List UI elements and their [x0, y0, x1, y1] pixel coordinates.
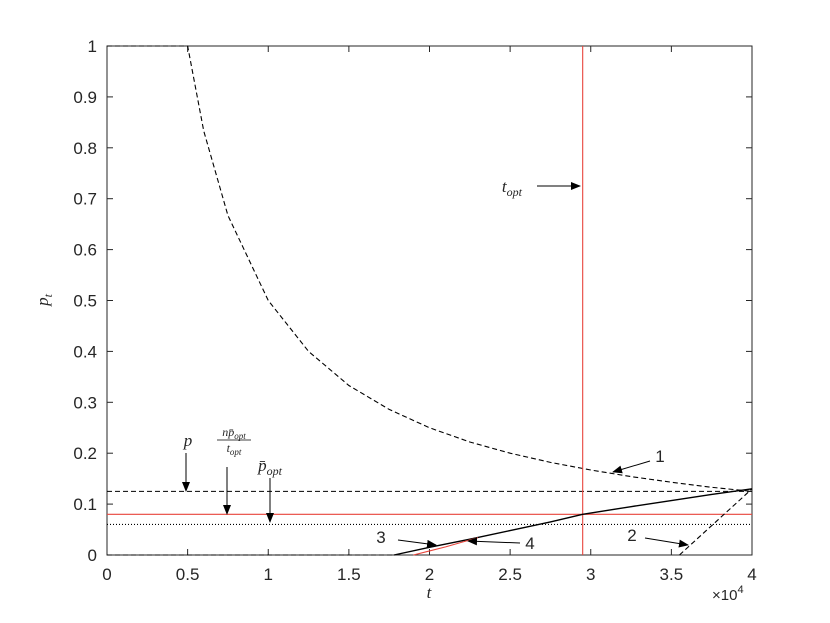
annotation: 4	[525, 534, 534, 553]
x-exponent: ×104	[712, 584, 744, 604]
annotation-sub: opt	[507, 185, 523, 199]
annotation-arrow	[397, 539, 437, 548]
y-tick-label: 0.2	[73, 444, 97, 463]
x-tick-label: 3	[586, 565, 595, 584]
annotation-arrow	[467, 537, 521, 546]
x-tick-label: 2	[425, 565, 434, 584]
x-tick-label: 0	[102, 565, 111, 584]
x-tick-label: 0.5	[176, 565, 200, 584]
series-line	[393, 488, 753, 556]
series-line	[107, 45, 753, 492]
y-tick-label: 0.1	[73, 495, 97, 514]
fraction-denominator: topt	[227, 441, 242, 457]
fraction-numerator: np̄opt	[222, 425, 246, 441]
y-axis-label-sub: t	[41, 293, 55, 297]
y-tick-label: 0.8	[73, 139, 97, 158]
denominator-sub: opt	[230, 447, 242, 457]
annotation-text: 3	[376, 528, 385, 547]
y-tick-label: 1	[88, 37, 97, 56]
y-tick-label: 0.3	[73, 393, 97, 412]
annotation: 3	[376, 528, 385, 547]
annotation-text: p̄	[257, 456, 267, 475]
annotation-arrow	[612, 460, 651, 474]
denominator-base: t	[227, 441, 231, 455]
y-tick-label: 0.5	[73, 292, 97, 311]
y-axis-label-base: p	[33, 297, 52, 307]
annotation: 1	[655, 447, 664, 466]
y-tick-label: 0.4	[73, 342, 97, 361]
numerator-base: np̄	[222, 425, 234, 439]
x-exponent-power: 4	[737, 584, 743, 596]
x-tick-label: 1.5	[337, 565, 361, 584]
annotation-text: 2	[627, 526, 636, 545]
plot-area	[106, 45, 753, 556]
numerator-sub: opt	[234, 431, 246, 441]
annotation-text: p	[183, 431, 193, 450]
annotation-text: t	[502, 177, 508, 196]
y-tick-label: 0.6	[73, 241, 97, 260]
x-tick-label: 1	[264, 565, 273, 584]
series-line	[679, 488, 753, 556]
annotation-arrow	[644, 537, 689, 548]
annotation: p	[183, 431, 193, 450]
x-exponent-base: ×10	[712, 587, 737, 604]
annotation-sub: opt	[267, 464, 283, 478]
y-axis-label: pt	[33, 293, 55, 307]
y-tick-label: 0	[88, 546, 97, 565]
x-axis-label: t	[427, 583, 433, 602]
x-tick-label: 4	[747, 565, 756, 584]
annotation: p̄opt	[257, 456, 283, 478]
x-tick-label: 2.5	[498, 565, 522, 584]
y-tick-label: 0.7	[73, 190, 97, 209]
x-tick-label: 3.5	[660, 565, 684, 584]
y-tick-label: 0.9	[73, 88, 97, 107]
annotation-text: 1	[655, 447, 664, 466]
annotation: topt	[502, 177, 523, 199]
annotation: 2	[627, 526, 636, 545]
annotation-text: 4	[525, 534, 534, 553]
